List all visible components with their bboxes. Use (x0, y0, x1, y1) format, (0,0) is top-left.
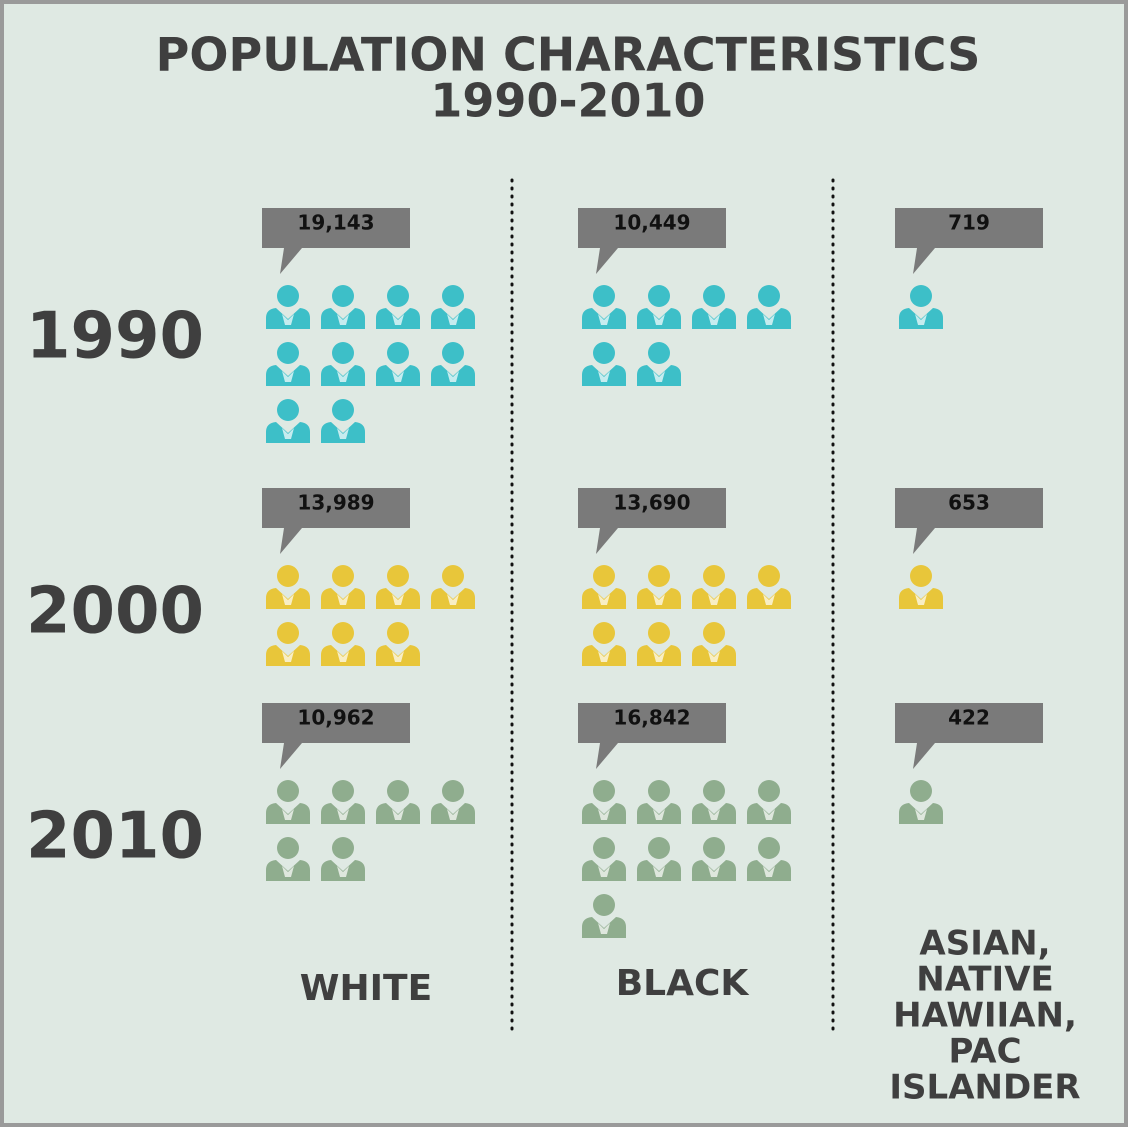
icon-head (387, 780, 409, 802)
icon-head (442, 285, 464, 307)
column-label: NATIVE (916, 960, 1054, 1000)
value-label: 719 (948, 211, 990, 235)
value-label: 19,143 (297, 211, 374, 235)
icon-head (593, 894, 615, 916)
icon-head (703, 622, 725, 644)
icon-head (593, 285, 615, 307)
icon-head (593, 342, 615, 364)
icon-head (332, 780, 354, 802)
icon-head (910, 285, 932, 307)
icon-head (648, 342, 670, 364)
icon-head (758, 565, 780, 587)
icon-head (648, 780, 670, 802)
icon-head (648, 837, 670, 859)
icon-head (703, 837, 725, 859)
icon-head (648, 622, 670, 644)
icon-head (593, 780, 615, 802)
chart: POPULATION CHARACTERISTICS 1990-2010 199… (0, 0, 1130, 1129)
icon-head (277, 342, 299, 364)
year-label: 2000 (26, 575, 204, 649)
icon-head (703, 285, 725, 307)
value-label: 16,842 (613, 706, 690, 730)
icon-head (648, 285, 670, 307)
icon-head (758, 780, 780, 802)
value-label: 10,449 (613, 211, 690, 235)
icon-head (387, 285, 409, 307)
icon-head (277, 837, 299, 859)
icon-head (758, 285, 780, 307)
icon-head (332, 565, 354, 587)
icon-head (910, 565, 932, 587)
page: POPULATION CHARACTERISTICS 1990-2010 199… (0, 0, 1130, 1129)
column-label: PAC (948, 1032, 1021, 1072)
icon-head (703, 780, 725, 802)
icon-head (277, 399, 299, 421)
icon-head (910, 780, 932, 802)
icon-head (593, 565, 615, 587)
icon-head (593, 837, 615, 859)
year-label: 2010 (26, 800, 204, 874)
value-label: 13,690 (613, 491, 690, 515)
icon-head (387, 622, 409, 644)
value-label: 13,989 (297, 491, 374, 515)
value-label: 422 (948, 706, 990, 730)
column-label: ASIAN, (919, 924, 1050, 964)
icon-head (277, 780, 299, 802)
chart-title: 1990-2010 (430, 74, 705, 128)
value-label: 653 (948, 491, 990, 515)
column-label: BLACK (616, 963, 750, 1004)
icon-head (277, 285, 299, 307)
icon-head (332, 399, 354, 421)
icon-head (277, 565, 299, 587)
column-label: ISLANDER (889, 1068, 1080, 1108)
icon-head (387, 342, 409, 364)
icon-head (442, 780, 464, 802)
column-label: HAWIIAN, (893, 996, 1077, 1036)
icon-head (758, 837, 780, 859)
year-label: 1990 (26, 300, 204, 374)
icon-head (442, 565, 464, 587)
icon-head (332, 837, 354, 859)
column-label: WHITE (300, 968, 432, 1009)
icon-head (387, 565, 409, 587)
icon-head (332, 285, 354, 307)
icon-head (332, 622, 354, 644)
icon-head (648, 565, 670, 587)
icon-head (332, 342, 354, 364)
icon-head (593, 622, 615, 644)
icon-head (442, 342, 464, 364)
icon-head (277, 622, 299, 644)
value-label: 10,962 (297, 706, 374, 730)
icon-head (703, 565, 725, 587)
